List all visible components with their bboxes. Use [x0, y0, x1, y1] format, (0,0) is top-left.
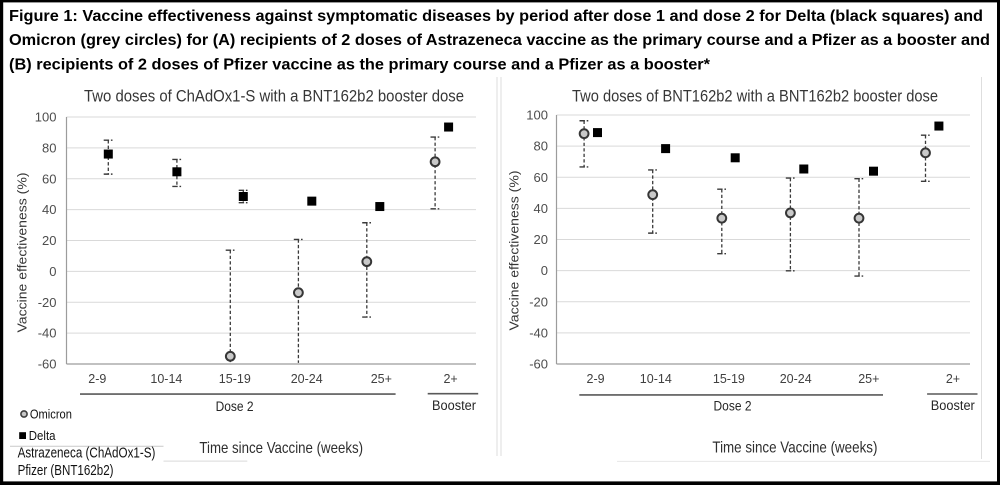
svg-text:Figure 1: Vaccine effectivenes: Figure 1: Vaccine effectiveness against …	[9, 8, 983, 25]
svg-text:Astrazeneca (ChAdOx1-S): Astrazeneca (ChAdOx1-S)	[18, 446, 156, 462]
svg-text:(B) recipients of 2 doses of P: (B) recipients of 2 doses of Pfizer vacc…	[9, 56, 711, 73]
svg-text:80: 80	[42, 140, 56, 155]
svg-text:-60: -60	[529, 357, 548, 372]
svg-text:2+: 2+	[443, 372, 457, 386]
svg-text:60: 60	[42, 171, 56, 186]
svg-text:20-24: 20-24	[291, 372, 323, 386]
svg-text:Delta: Delta	[29, 429, 56, 443]
svg-text:20: 20	[42, 233, 56, 248]
svg-text:15-19: 15-19	[219, 372, 251, 386]
svg-text:20-24: 20-24	[780, 372, 812, 386]
svg-text:Vaccine effectiveness (%): Vaccine effectiveness (%)	[507, 171, 522, 331]
svg-text:Booster: Booster	[931, 398, 975, 413]
svg-text:Dose 2: Dose 2	[216, 399, 254, 414]
svg-text:Two doses of BNT162b2 with a B: Two doses of BNT162b2 with a BNT162b2 bo…	[572, 88, 938, 106]
svg-text:Dose 2: Dose 2	[714, 399, 752, 414]
svg-text:Time since Vaccine (weeks): Time since Vaccine (weeks)	[712, 440, 877, 457]
svg-text:100: 100	[526, 108, 548, 123]
svg-text:80: 80	[534, 139, 548, 154]
svg-text:Omicron: Omicron	[30, 407, 72, 421]
svg-text:Booster: Booster	[432, 398, 476, 413]
svg-text:15-19: 15-19	[713, 372, 745, 386]
svg-text:2-9: 2-9	[88, 372, 106, 386]
svg-text:Omicron (grey circles) for (A): Omicron (grey circles) for (A) recipient…	[9, 32, 990, 49]
svg-text:-40: -40	[529, 325, 548, 340]
svg-text:20: 20	[534, 232, 548, 247]
svg-text:Vaccine effectiveness (%): Vaccine effectiveness (%)	[15, 173, 30, 333]
svg-text:0: 0	[49, 264, 56, 279]
svg-text:Time since Vaccine (weeks): Time since Vaccine (weeks)	[199, 440, 363, 457]
svg-text:Pfizer (BNT162b2): Pfizer (BNT162b2)	[18, 463, 114, 479]
svg-text:2-9: 2-9	[587, 372, 605, 386]
svg-text:10-14: 10-14	[150, 372, 182, 386]
svg-text:0: 0	[541, 263, 548, 278]
svg-text:2+: 2+	[946, 372, 960, 386]
svg-text:60: 60	[534, 170, 548, 185]
svg-text:-40: -40	[38, 326, 57, 341]
svg-text:25+: 25+	[858, 372, 879, 386]
svg-text:10-14: 10-14	[640, 372, 672, 386]
svg-text:-20: -20	[529, 294, 548, 309]
svg-text:100: 100	[35, 110, 57, 125]
svg-text:25+: 25+	[371, 372, 392, 386]
svg-text:40: 40	[534, 201, 548, 216]
svg-text:40: 40	[42, 202, 56, 217]
svg-text:-60: -60	[38, 357, 57, 372]
svg-text:Two doses of ChAdOx1-S with a: Two doses of ChAdOx1-S with a BNT162b2 b…	[84, 88, 464, 106]
svg-text:-20: -20	[38, 295, 57, 310]
